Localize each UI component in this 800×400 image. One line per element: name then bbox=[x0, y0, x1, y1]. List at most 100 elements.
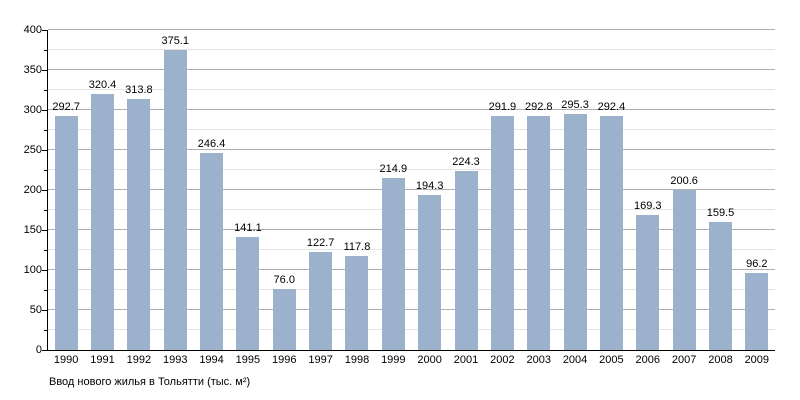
x-tick-label: 1991 bbox=[90, 354, 115, 366]
gridline-minor bbox=[48, 249, 775, 250]
bar bbox=[163, 49, 187, 350]
x-tick-label: 1997 bbox=[308, 354, 333, 366]
y-tick bbox=[42, 70, 47, 71]
gridline-minor bbox=[48, 49, 775, 50]
bar-value-label: 117.8 bbox=[343, 240, 371, 253]
bar bbox=[127, 98, 151, 350]
bar bbox=[563, 113, 587, 350]
gridline-major bbox=[48, 149, 775, 150]
bar-value-label: 224.3 bbox=[452, 155, 480, 168]
bar-value-label: 214.9 bbox=[379, 163, 408, 176]
bar-value-label: 76.0 bbox=[273, 274, 295, 287]
y-tick bbox=[44, 50, 47, 51]
bar bbox=[54, 115, 78, 350]
x-tick-label: 1990 bbox=[53, 354, 79, 366]
bar-value-label: 291.9 bbox=[488, 101, 517, 114]
bar-value-label: 292.7 bbox=[52, 100, 80, 113]
x-tick-label: 2009 bbox=[744, 354, 770, 366]
bar bbox=[272, 289, 296, 350]
gridline-minor bbox=[48, 89, 775, 90]
y-tick bbox=[42, 30, 47, 31]
gridline-minor bbox=[48, 209, 775, 210]
x-tick-label: 2005 bbox=[599, 354, 624, 366]
bar bbox=[91, 93, 115, 350]
x-tick-label: 1992 bbox=[126, 354, 152, 366]
bar bbox=[345, 255, 369, 350]
y-tick bbox=[42, 110, 47, 111]
y-tick bbox=[42, 230, 47, 231]
y-tick-label: 250 bbox=[23, 144, 42, 156]
bar bbox=[381, 178, 405, 350]
x-tick-label: 2003 bbox=[526, 354, 551, 366]
bar bbox=[490, 116, 514, 350]
gridline-major bbox=[48, 109, 775, 110]
y-tick bbox=[42, 350, 47, 351]
x-tick-label: 2004 bbox=[562, 354, 588, 366]
x-axis-line bbox=[47, 350, 775, 351]
bar bbox=[309, 251, 333, 350]
y-tick bbox=[44, 170, 47, 171]
bar bbox=[454, 170, 478, 350]
gridline-minor bbox=[48, 129, 775, 130]
x-tick-label: 1998 bbox=[344, 354, 370, 366]
x-tick-label: 2001 bbox=[453, 354, 479, 366]
bar-value-label: 292.8 bbox=[524, 100, 553, 113]
bar-value-label: 194.3 bbox=[415, 179, 444, 192]
y-tick-label: 150 bbox=[23, 224, 42, 236]
x-tick-label: 1996 bbox=[272, 354, 297, 366]
y-tick bbox=[44, 290, 47, 291]
y-tick bbox=[44, 90, 47, 91]
y-axis-line bbox=[47, 30, 48, 351]
gridline-minor bbox=[48, 169, 775, 170]
bar-value-label: 122.7 bbox=[306, 236, 335, 249]
bar-value-label: 159.5 bbox=[706, 207, 735, 220]
x-tick-label: 2006 bbox=[635, 354, 660, 366]
bar-value-label: 313.8 bbox=[125, 83, 153, 96]
gridline-major bbox=[48, 189, 775, 190]
y-tick-label: 100 bbox=[23, 264, 42, 276]
x-tick-label: 1995 bbox=[235, 354, 261, 366]
bar bbox=[745, 273, 769, 350]
y-tick bbox=[44, 330, 47, 331]
chart-caption: Ввод нового жилья в Тольятти (тыс. м²) bbox=[49, 376, 251, 388]
bar-value-label: 169.3 bbox=[634, 199, 662, 212]
y-tick bbox=[42, 190, 47, 191]
y-tick-label: 200 bbox=[23, 184, 42, 196]
y-tick-label: 400 bbox=[23, 24, 42, 36]
y-tick bbox=[44, 130, 47, 131]
bar bbox=[708, 222, 732, 350]
y-tick-label: 0 bbox=[35, 344, 42, 356]
gridline-minor bbox=[48, 329, 775, 330]
y-tick-label: 300 bbox=[23, 104, 42, 116]
bar bbox=[636, 214, 660, 350]
bar bbox=[527, 115, 551, 350]
y-tick-label: 350 bbox=[23, 64, 42, 76]
x-tick-label: 2007 bbox=[671, 354, 697, 366]
bar bbox=[599, 116, 623, 350]
x-tick-label: 2002 bbox=[490, 354, 515, 366]
gridline-major bbox=[48, 229, 775, 230]
x-tick-label: 2000 bbox=[417, 354, 442, 366]
y-tick bbox=[42, 150, 47, 151]
x-tick-label: 2008 bbox=[708, 354, 733, 366]
bar-value-label: 375.1 bbox=[161, 34, 189, 47]
bar bbox=[236, 237, 260, 350]
x-tick-label: 1999 bbox=[381, 354, 406, 366]
y-tick bbox=[42, 270, 47, 271]
y-tick bbox=[44, 210, 47, 211]
gridline-major bbox=[48, 69, 775, 70]
gridline-major bbox=[48, 269, 775, 270]
gridline-minor bbox=[48, 289, 775, 290]
plot-area: 292.7 320.4 313.8 375.1 246.4 141.1 76.0 122.7 1… bbox=[48, 29, 775, 350]
bar-value-label: 141.1 bbox=[234, 222, 262, 235]
x-tick-label: 1993 bbox=[162, 354, 188, 366]
y-tick-label: 50 bbox=[29, 304, 42, 316]
bar-value-label: 292.4 bbox=[597, 101, 626, 114]
y-tick bbox=[44, 250, 47, 251]
bar bbox=[418, 194, 442, 350]
gridline-major bbox=[48, 309, 775, 310]
bar bbox=[200, 152, 224, 350]
y-tick bbox=[42, 310, 47, 311]
bar-value-label: 200.6 bbox=[670, 174, 698, 187]
